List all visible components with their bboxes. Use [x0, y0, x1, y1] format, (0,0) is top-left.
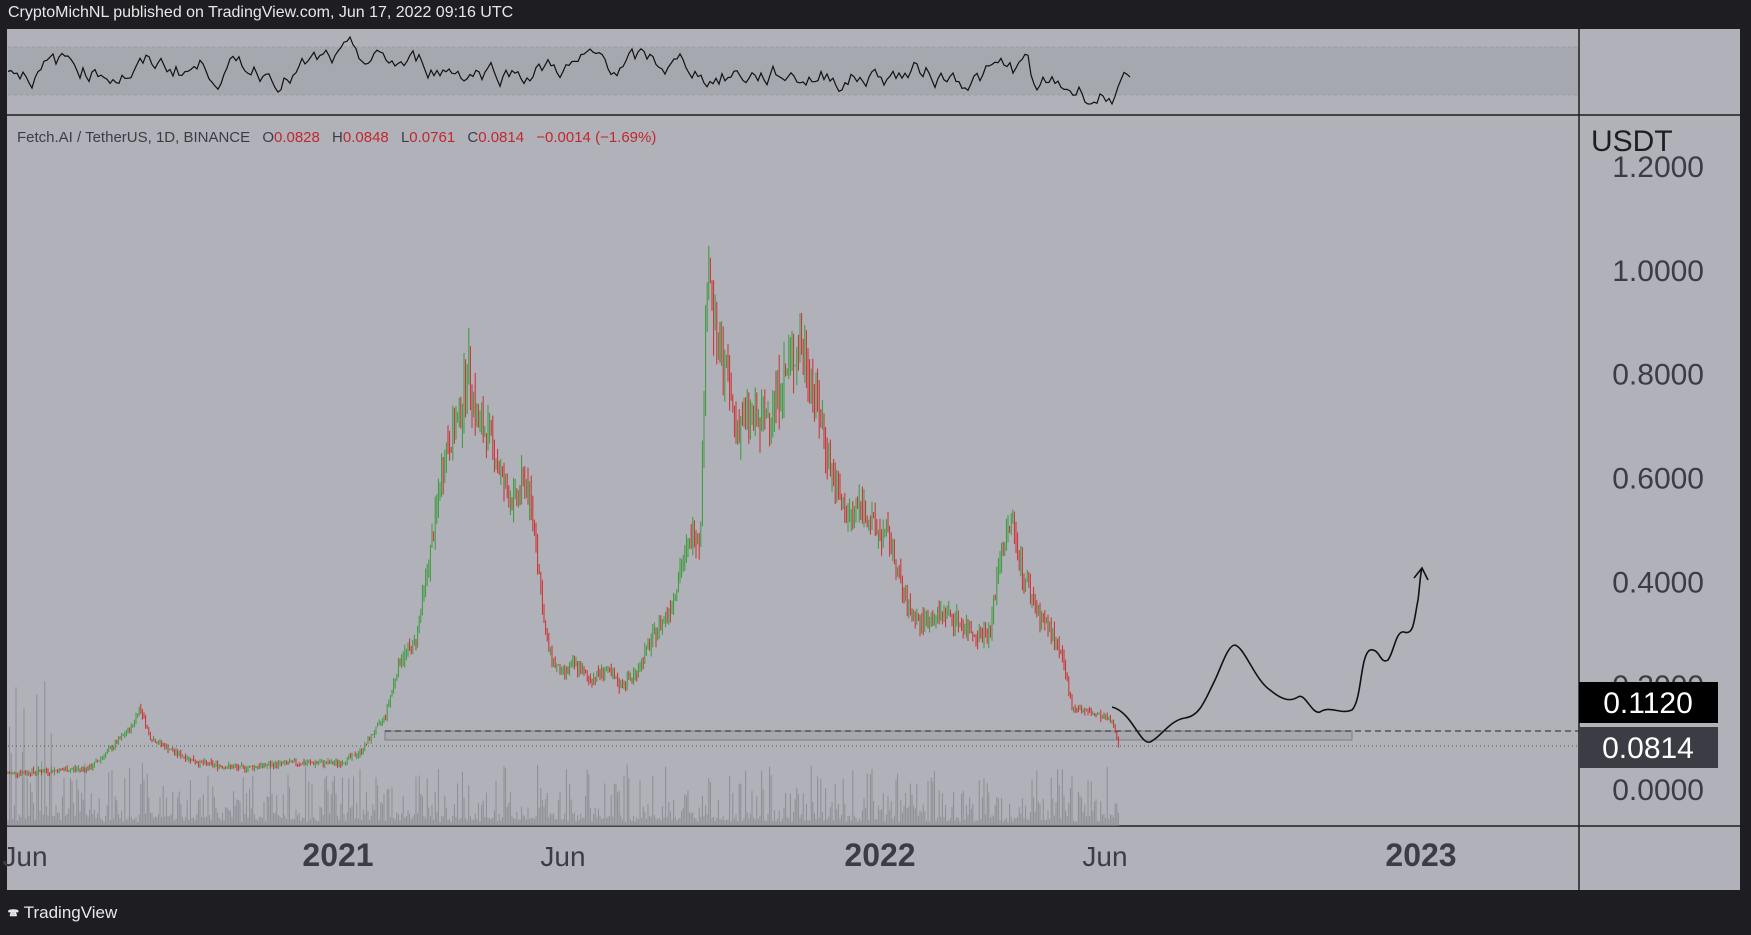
support-zone: [384, 730, 1353, 741]
arrow-head-icon: [1413, 566, 1429, 581]
price-tick-label: 0.4000: [1612, 566, 1704, 599]
footer: 🕿 TradingView: [8, 903, 117, 923]
time-tick-label: 2023: [1385, 837, 1456, 873]
legend-text: Fetch.AI / TetherUS, 1D, BINANCE O0.0828…: [17, 129, 656, 146]
legend-high: 0.0848: [343, 129, 389, 146]
last-price-badge: [1579, 727, 1718, 768]
price-tick-label: 1.0000: [1612, 255, 1704, 288]
time-tick-label: 2021: [302, 837, 373, 873]
time-tick-label: 2022: [844, 837, 915, 873]
brand-name[interactable]: TradingView: [23, 903, 118, 922]
time-tick-label: Jun: [540, 841, 585, 872]
legend-change: −0.0014 (−1.69%): [536, 129, 656, 146]
price-tick-label: 0.0000: [1612, 774, 1704, 807]
projected-path: [1111, 567, 1423, 743]
chart-frame: [7, 29, 1740, 890]
legend-close-label: C: [467, 129, 478, 146]
legend-low-label: L: [401, 129, 409, 146]
legend-close: 0.0814: [478, 129, 524, 146]
level-badge-text: 0.1120: [1603, 687, 1693, 720]
last-price-badge-text: 0.0814: [1602, 732, 1694, 765]
volume-bars: [7, 681, 1119, 826]
currency-label: USDT: [1591, 125, 1673, 158]
tradingview-logo-icon: 🕿: [8, 904, 19, 922]
time-scale[interactable]: Jun 2021 Jun 2022 Jun 2023: [2, 837, 1456, 873]
oscillator-band: [8, 47, 1579, 95]
level-badge: [1579, 682, 1718, 723]
price-tick-label: 0.8000: [1612, 359, 1704, 392]
oscillator-line: [7, 35, 1131, 106]
legend-symbol: Fetch.AI / TetherUS, 1D, BINANCE: [17, 129, 250, 146]
time-tick-label: Jun: [2, 841, 47, 872]
time-tick-label: Jun: [1082, 841, 1127, 872]
publish-info: CryptoMichNL published on TradingView.co…: [8, 4, 514, 21]
legend-low: 0.0761: [409, 129, 455, 146]
legend-open: 0.0828: [274, 129, 320, 146]
legend-high-label: H: [332, 129, 343, 146]
price-tick-label: 1.2000: [1612, 151, 1704, 184]
legend-open-label: O: [262, 129, 274, 146]
price-tick-label: 0.6000: [1612, 462, 1704, 495]
candlesticks[interactable]: [7, 245, 1119, 779]
